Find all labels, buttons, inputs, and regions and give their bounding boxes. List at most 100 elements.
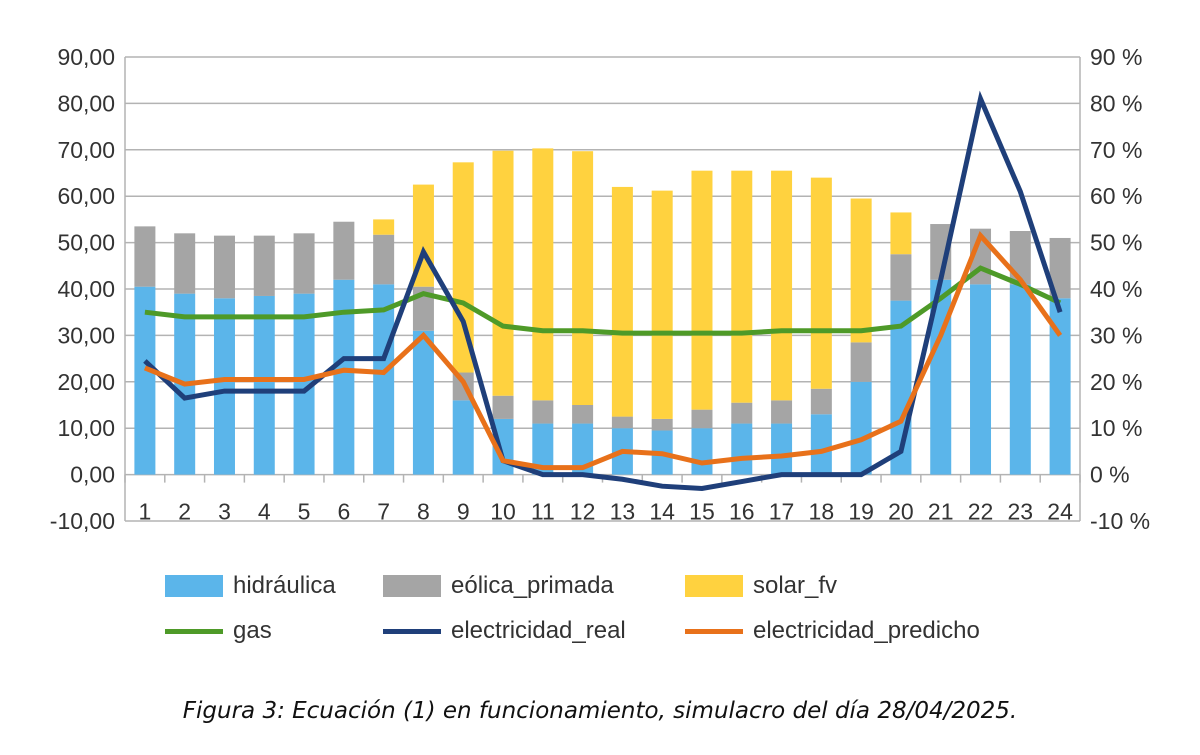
bar-solar-fv [890,212,912,255]
bar-e-lica-primada [213,235,235,299]
bar-hidr-ulica [373,284,395,475]
bar-solar-fv [810,177,832,389]
x-axis-tick-label: 6 [337,499,350,525]
x-axis-tick-label: 10 [490,499,516,525]
bar-solar-fv [492,150,514,396]
left-axis-tick-label: 70,00 [57,137,115,163]
legend-item-electricidad-real: electricidad_real [383,617,626,645]
bar-hidr-ulica [1049,298,1071,475]
left-axis-tick-label: 40,00 [57,276,115,302]
right-axis-tick-label: -10 % [1090,508,1150,534]
legend-swatch [685,575,743,597]
left-axis-tick-label: 10,00 [57,415,115,441]
legend-swatch [383,628,441,634]
bar-hidr-ulica [412,330,434,475]
right-axis-tick-label: 50 % [1090,230,1142,256]
x-axis-tick-label: 24 [1047,499,1073,525]
bar-solar-fv [691,170,713,410]
bar-e-lica-primada [890,254,912,301]
bar-hidr-ulica [771,423,793,475]
figure-caption: Figura 3: Ecuación (1) en funcionamiento… [182,698,1018,724]
bar-e-lica-primada [731,402,753,424]
bar-solar-fv [611,186,633,417]
line-gas [144,265,1062,336]
x-axis-tick-label: 9 [457,499,470,525]
left-axis-tick-label: -10,00 [50,508,115,534]
bar-e-lica-primada [850,342,872,382]
legend-swatch [685,628,743,634]
bar-e-lica-primada [134,226,156,287]
bar-e-lica-primada [611,416,633,429]
bar-hidr-ulica [333,279,355,475]
x-axis-tick-label: 3 [218,499,231,525]
right-axis-tick-label: 10 % [1090,415,1142,441]
legend-item-hidraulica: hidráulica [165,572,336,600]
legend-item-electricidad-predicho: electricidad_predicho [685,617,980,645]
bar-hidr-ulica [970,284,992,475]
bar-hidr-ulica [532,423,554,475]
x-axis-tick-label: 8 [417,499,430,525]
bar-e-lica-primada [492,395,514,419]
right-axis-tick-label: 70 % [1090,137,1142,163]
x-axis-tick-label: 13 [610,499,636,525]
bar-solar-fv [532,148,554,401]
legend-label: electricidad_real [451,617,626,644]
bar-e-lica-primada [333,221,355,280]
legend-label: electricidad_predicho [753,617,980,644]
legend-item-gas: gas [165,617,272,645]
line-electricidad-predicho [143,230,1063,471]
bar-hidr-ulica [1009,284,1031,475]
right-axis-tick-label: 20 % [1090,369,1142,395]
bar-solar-fv [373,219,395,235]
right-axis-tick-label: 60 % [1090,183,1142,209]
left-axis-tick-label: 30,00 [57,322,115,348]
left-axis-tick-label: 20,00 [57,369,115,395]
bar-solar-fv [452,162,474,373]
bar-e-lica-primada [373,234,395,285]
bar-hidr-ulica [572,423,594,475]
bar-hidr-ulica [253,295,275,475]
legend-label: eólica_primada [451,572,614,599]
legend-swatch [165,575,223,597]
right-axis-tick-label: 90 % [1090,44,1142,70]
x-axis-tick-label: 7 [377,499,390,525]
legend-label: solar_fv [753,572,838,599]
legend-label: gas [233,617,272,644]
x-axis-tick-label: 11 [531,499,555,525]
x-axis-tick-label: 21 [928,499,954,525]
bar-solar-fv [850,198,872,343]
x-axis-tick-label: 16 [729,499,755,525]
x-axis-tick-label: 23 [1008,499,1034,525]
right-axis-tick-label: 40 % [1090,276,1142,302]
x-axis-tick-label: 15 [689,499,715,525]
bar-hidr-ulica [134,286,156,475]
right-axis-tick-label: 80 % [1090,90,1142,116]
left-axis-tick-label: 60,00 [57,183,115,209]
bar-solar-fv [651,190,673,419]
line-electricidad-real [143,90,1063,492]
bar-hidr-ulica [452,400,474,475]
left-axis-tick-label: 50,00 [57,230,115,256]
right-axis-tick-label: 30 % [1090,322,1142,348]
x-axis-tick-label: 1 [138,499,151,525]
x-axis-tick-label: 19 [848,499,874,525]
bar-solar-fv [731,170,753,403]
right-axis-tick-label: 0 % [1090,462,1130,488]
bar-e-lica-primada [771,400,793,424]
bar-hidr-ulica [691,428,713,475]
combo-chart: 90,00 90 %80,00 80 %70,00 70 %60,00 60 %50,0… [50,44,1150,534]
legend-swatch [165,628,223,634]
x-axis-tick-label: 14 [649,499,675,525]
left-axis-tick-label: 80,00 [57,90,115,116]
left-axis-tick-label: 0,00 [70,462,115,488]
bar-e-lica-primada [532,400,554,424]
bar-hidr-ulica [731,423,753,475]
legend-swatch [383,575,441,597]
bar-e-lica-primada [293,233,315,294]
bar-e-lica-primada [691,409,713,429]
x-axis-tick-label: 17 [769,499,795,525]
legend-label: hidráulica [233,572,336,599]
x-axis-tick-label: 20 [888,499,914,525]
x-axis-tick-label: 12 [570,499,596,525]
x-axis-tick-label: 18 [809,499,835,525]
